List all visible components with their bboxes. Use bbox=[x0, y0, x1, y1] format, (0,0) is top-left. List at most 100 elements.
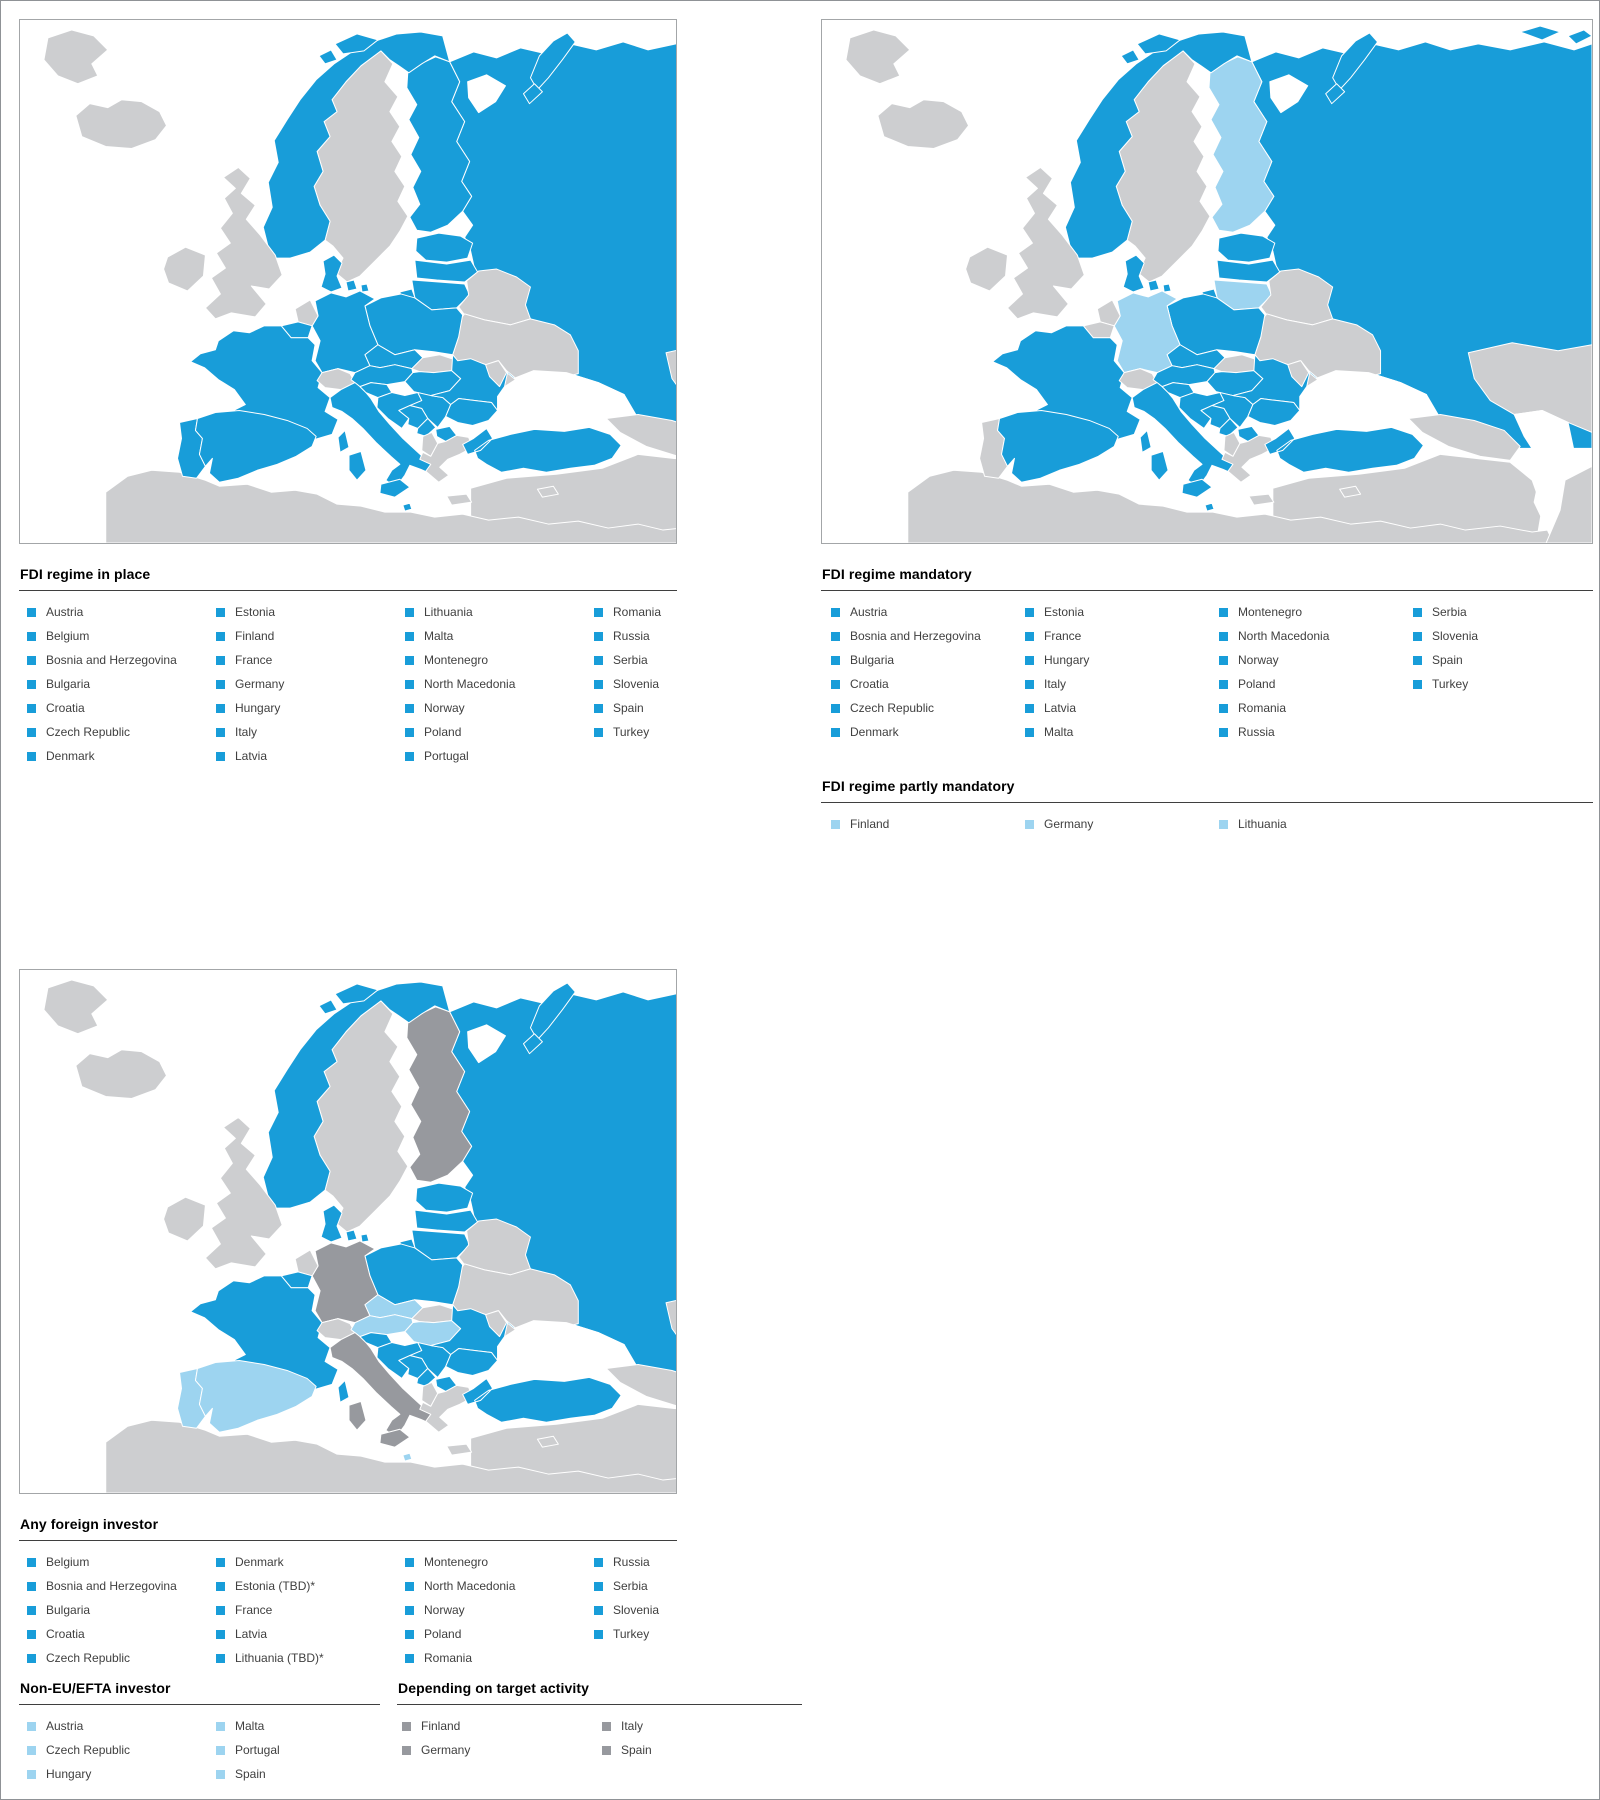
legend-country-label: Belgium bbox=[46, 1555, 90, 1569]
country-novaya-zemlya-north bbox=[529, 32, 576, 91]
legend-item: Czech Republic bbox=[27, 1738, 216, 1762]
legend-swatch-icon bbox=[405, 751, 414, 761]
legend-country-label: Russia bbox=[613, 629, 650, 643]
country-finland bbox=[406, 1006, 473, 1183]
legend-swatch-icon bbox=[831, 703, 840, 713]
legend-swatch-icon bbox=[402, 1745, 411, 1755]
country-svalbard-east bbox=[334, 983, 379, 1005]
legend-column: Lithuania Malta Montenegro North Macedonia N… bbox=[405, 600, 594, 768]
country-ireland bbox=[163, 246, 206, 292]
legend-section-title: FDI regime mandatory bbox=[821, 566, 1593, 591]
legend-swatch-icon bbox=[405, 1557, 414, 1567]
legend-item: Malta bbox=[1025, 720, 1219, 744]
legend-column: Italy Spain bbox=[602, 1714, 802, 1762]
legend-swatch-icon bbox=[594, 655, 603, 665]
legend-swatch-icon bbox=[405, 655, 414, 665]
country-malta bbox=[402, 502, 413, 512]
country-denmark bbox=[320, 254, 343, 293]
country-novaya-zemlya-south bbox=[1325, 83, 1346, 105]
legend-swatch-icon bbox=[1025, 819, 1034, 829]
legend-item: North Macedonia bbox=[405, 672, 594, 696]
legend-item: Lithuania bbox=[1219, 812, 1413, 836]
legend-fdi-regime-mandatory: FDI regime mandatory Austria Bosnia and He… bbox=[821, 566, 1593, 836]
legend-split-row: Non-EU/EFTA investor Austria Czech Republi… bbox=[19, 1680, 802, 1786]
legend-country-label: Italy bbox=[621, 1719, 644, 1733]
legend-item: Italy bbox=[1025, 672, 1219, 696]
country-denmark-bornholm bbox=[1162, 283, 1172, 293]
country-svalbard-east bbox=[1136, 33, 1181, 55]
country-italy bbox=[329, 1332, 437, 1438]
country-greece bbox=[419, 1384, 474, 1433]
country-corsica bbox=[337, 1379, 350, 1403]
legend-country-label: Finland bbox=[421, 1719, 461, 1733]
legend-columns: Finland Germany Italy Spain bbox=[397, 1705, 802, 1762]
legend-item: Denmark bbox=[216, 1550, 405, 1574]
legend-item: North Macedonia bbox=[1219, 624, 1413, 648]
legend-country-label: Norway bbox=[424, 701, 465, 715]
legend-item: Russia bbox=[594, 1550, 783, 1574]
legend-swatch-icon bbox=[831, 607, 840, 617]
legend-swatch-icon bbox=[1025, 679, 1034, 689]
legend-item: Belgium bbox=[27, 1550, 216, 1574]
legend-item: Croatia bbox=[27, 1622, 216, 1646]
legend-country-label: Serbia bbox=[1432, 605, 1467, 619]
legend-swatch-icon bbox=[594, 703, 603, 713]
legend-section: FDI regime in place Austria Belgium Bosnia … bbox=[19, 566, 677, 768]
legend-swatch-icon bbox=[831, 631, 840, 641]
legend-swatch-icon bbox=[216, 655, 225, 665]
legend-swatch-icon bbox=[27, 607, 36, 617]
legend-item: Bulgaria bbox=[831, 648, 1025, 672]
country-sicily bbox=[379, 1428, 411, 1448]
country-france bbox=[189, 325, 339, 440]
legend-swatch-icon bbox=[216, 1653, 225, 1663]
legend-item: Italy bbox=[216, 720, 405, 744]
legend-swatch-icon bbox=[594, 1605, 603, 1615]
legend-item: Bosnia and Herzegovina bbox=[27, 1574, 216, 1598]
legend-country-label: Romania bbox=[1238, 701, 1287, 715]
country-bulgaria bbox=[1247, 398, 1301, 426]
legend-country-label: Germany bbox=[1044, 817, 1094, 831]
legend-swatch-icon bbox=[1413, 631, 1422, 641]
legend-swatch-icon bbox=[1025, 631, 1034, 641]
legend-country-label: Norway bbox=[424, 1603, 465, 1617]
legend-item: Bosnia and Herzegovina bbox=[831, 624, 1025, 648]
legend-item: Denmark bbox=[27, 744, 216, 768]
country-denmark-zealand bbox=[1147, 279, 1160, 292]
legend-swatch-icon bbox=[594, 1557, 603, 1567]
legend-item: Finland bbox=[831, 812, 1025, 836]
legend-swatch-icon bbox=[831, 679, 840, 689]
legend-country-label: Poland bbox=[424, 1627, 462, 1641]
legend-column: Austria Belgium Bosnia and Herzegovina Bulg… bbox=[27, 600, 216, 768]
legend-swatch-icon bbox=[27, 1769, 36, 1779]
legend-country-label: Austria bbox=[46, 1719, 84, 1733]
country-denmark bbox=[320, 1204, 343, 1243]
legend-item: Italy bbox=[602, 1714, 802, 1738]
legend-swatch-icon bbox=[27, 703, 36, 713]
legend-item: Croatia bbox=[27, 696, 216, 720]
legend-item: Russia bbox=[594, 624, 783, 648]
legend-swatch-icon bbox=[216, 1605, 225, 1615]
country-spain bbox=[194, 410, 317, 483]
legend-item: Norway bbox=[405, 1598, 594, 1622]
legend-swatch-icon bbox=[405, 1629, 414, 1639]
legend-column: Russia Serbia Slovenia Turkey bbox=[594, 1550, 783, 1670]
legend-item: Lithuania (TBD)* bbox=[216, 1646, 405, 1670]
legend-swatch-icon bbox=[402, 1721, 411, 1731]
country-caucasus bbox=[605, 413, 676, 457]
legend-swatch-icon bbox=[405, 727, 414, 737]
legend-country-label: Slovenia bbox=[613, 1603, 660, 1617]
legend-columns: Austria Czech Republic Hungary Malta Portuga… bbox=[19, 1705, 380, 1786]
country-spain bbox=[194, 1360, 317, 1433]
legend-swatch-icon bbox=[216, 727, 225, 737]
legend-swatch-icon bbox=[27, 1557, 36, 1567]
legend-country-label: Hungary bbox=[46, 1767, 92, 1781]
legend-swatch-icon bbox=[594, 679, 603, 689]
legend-country-label: Slovenia bbox=[1432, 629, 1479, 643]
country-spain bbox=[997, 410, 1119, 483]
country-cyprus bbox=[536, 485, 559, 498]
legend-country-label: Bosnia and Herzegovina bbox=[46, 1579, 177, 1593]
legend-country-label: Czech Republic bbox=[46, 1743, 131, 1757]
country-crete bbox=[1248, 493, 1275, 506]
legend-section: Non-EU/EFTA investor Austria Czech Republi… bbox=[19, 1680, 380, 1786]
legend-country-label: Malta bbox=[424, 629, 454, 643]
